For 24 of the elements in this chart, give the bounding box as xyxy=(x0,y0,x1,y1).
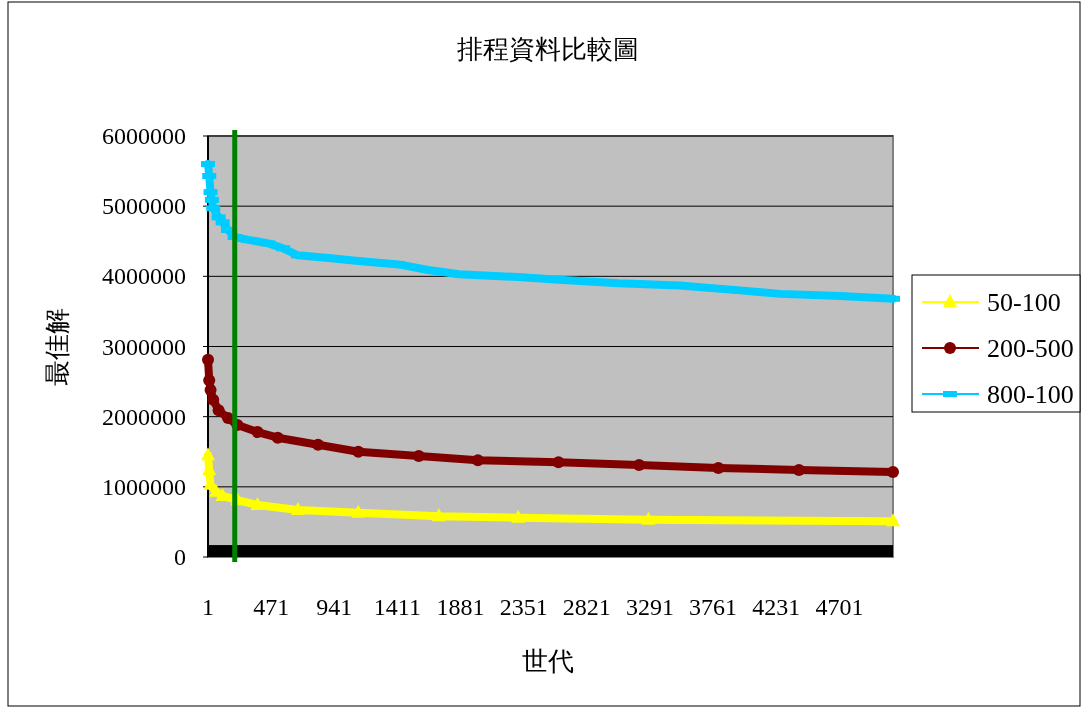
y-axis-title: 最佳解 xyxy=(43,308,72,386)
y-tick-label: 3000000 xyxy=(102,333,186,360)
x-tick-label: 4701 xyxy=(815,594,864,620)
x-tick-label: 941 xyxy=(316,594,353,620)
x-tick-label: 4231 xyxy=(752,594,801,620)
y-tick-label: 5000000 xyxy=(102,193,186,220)
y-tick-label: 6000000 xyxy=(102,123,186,149)
legend-label: 200-500 xyxy=(987,334,1074,363)
legend-label: 800-100 xyxy=(987,380,1074,409)
y-tick-label: 4000000 xyxy=(102,263,186,290)
x-tick-label: 2821 xyxy=(562,594,611,620)
x-tick-label: 3761 xyxy=(689,594,738,620)
legend-label: 50-100 xyxy=(987,288,1061,317)
x-tick-label: 1411 xyxy=(373,594,421,620)
y-tick-label: 0 xyxy=(174,544,186,570)
y-tick-label: 1000000 xyxy=(102,473,186,500)
x-tick-label: 2351 xyxy=(499,594,548,620)
chart-title: 排程資料比較圖 xyxy=(457,35,639,64)
x-tick-label: 1 xyxy=(202,594,214,620)
x-axis-title: 世代 xyxy=(522,647,574,676)
x-tick-label: 3291 xyxy=(625,594,674,620)
x-tick-label: 1881 xyxy=(436,594,485,620)
x-tick-label: 471 xyxy=(253,594,290,620)
y-tick-label: 2000000 xyxy=(102,403,186,430)
